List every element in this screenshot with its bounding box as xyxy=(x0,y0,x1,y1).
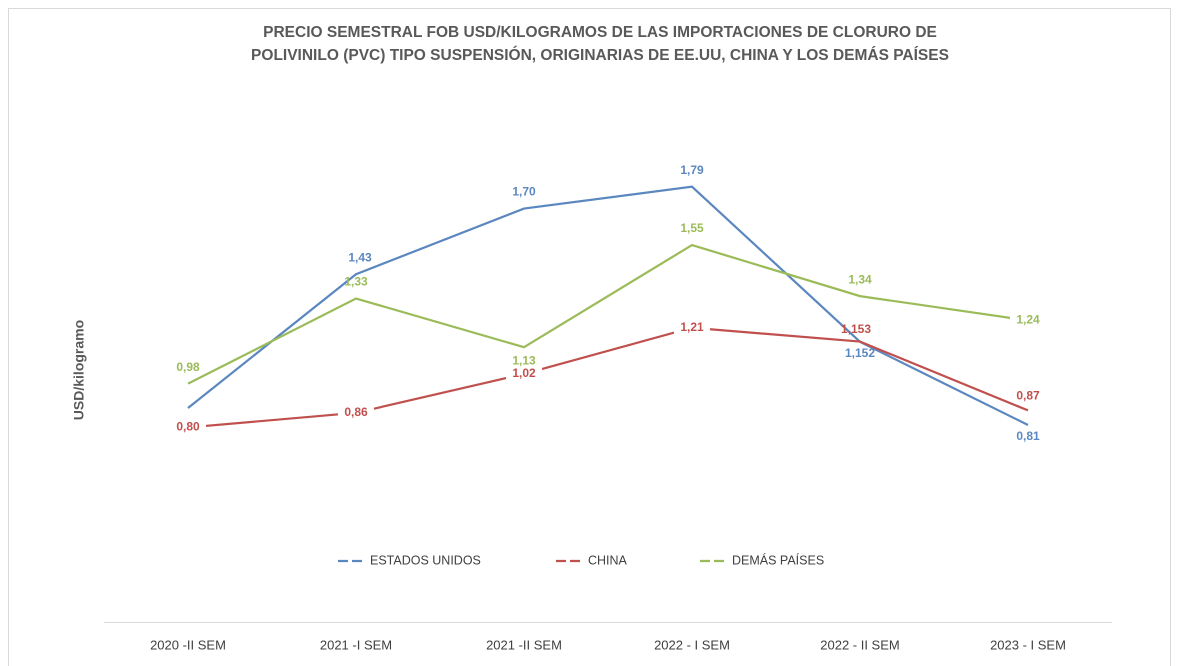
data-label: 1,152 xyxy=(845,346,875,360)
label-bg xyxy=(1010,312,1046,329)
x-tick-label: 2022 - II SEM xyxy=(820,637,899,652)
series-line xyxy=(187,243,1029,385)
data-label: 0,80 xyxy=(176,420,200,434)
x-tick-label: 2021 -I SEM xyxy=(320,637,392,652)
data-label: 1,55 xyxy=(680,221,704,235)
data-label: 1,33 xyxy=(344,275,368,289)
legend-label: CHINA xyxy=(588,553,628,567)
data-label: 0,98 xyxy=(176,360,200,374)
data-label: 1,153 xyxy=(841,322,871,336)
data-label: 1,13 xyxy=(512,353,536,367)
chart-title: PRECIO SEMESTRAL FOB USD/KILOGRAMOS DE L… xyxy=(263,24,937,41)
label-bg xyxy=(338,404,374,421)
data-label: 0,81 xyxy=(1016,429,1040,443)
data-label: 1,70 xyxy=(512,185,536,199)
series-line xyxy=(187,326,1029,429)
data-label: 1,24 xyxy=(1016,313,1040,327)
x-tick-label: 2021 -II SEM xyxy=(486,637,562,652)
data-label: 1,43 xyxy=(348,250,372,264)
data-label: 0,86 xyxy=(344,405,368,419)
label-bg xyxy=(170,419,206,436)
legend-label: DEMÁS PAÍSES xyxy=(732,552,824,567)
label-bg xyxy=(506,365,542,382)
data-label: 1,34 xyxy=(848,272,872,286)
data-label: 1,02 xyxy=(512,366,536,380)
chart-frame xyxy=(8,8,1171,666)
label-bg xyxy=(674,319,710,336)
series-line xyxy=(187,185,1029,426)
data-label: 1,21 xyxy=(680,320,704,334)
y-axis-label: USD/kilogramo xyxy=(71,320,87,420)
x-tick-label: 2020 -II SEM xyxy=(150,637,226,652)
data-label: 0,87 xyxy=(1016,389,1040,403)
legend-label: ESTADOS UNIDOS xyxy=(370,553,481,567)
x-tick-label: 2022 - I SEM xyxy=(654,637,730,652)
chart-title: POLIVINILO (PVC) TIPO SUSPENSIÓN, ORIGIN… xyxy=(251,46,949,64)
data-label: 1,79 xyxy=(680,163,704,177)
x-tick-label: 2023 - I SEM xyxy=(990,637,1066,652)
